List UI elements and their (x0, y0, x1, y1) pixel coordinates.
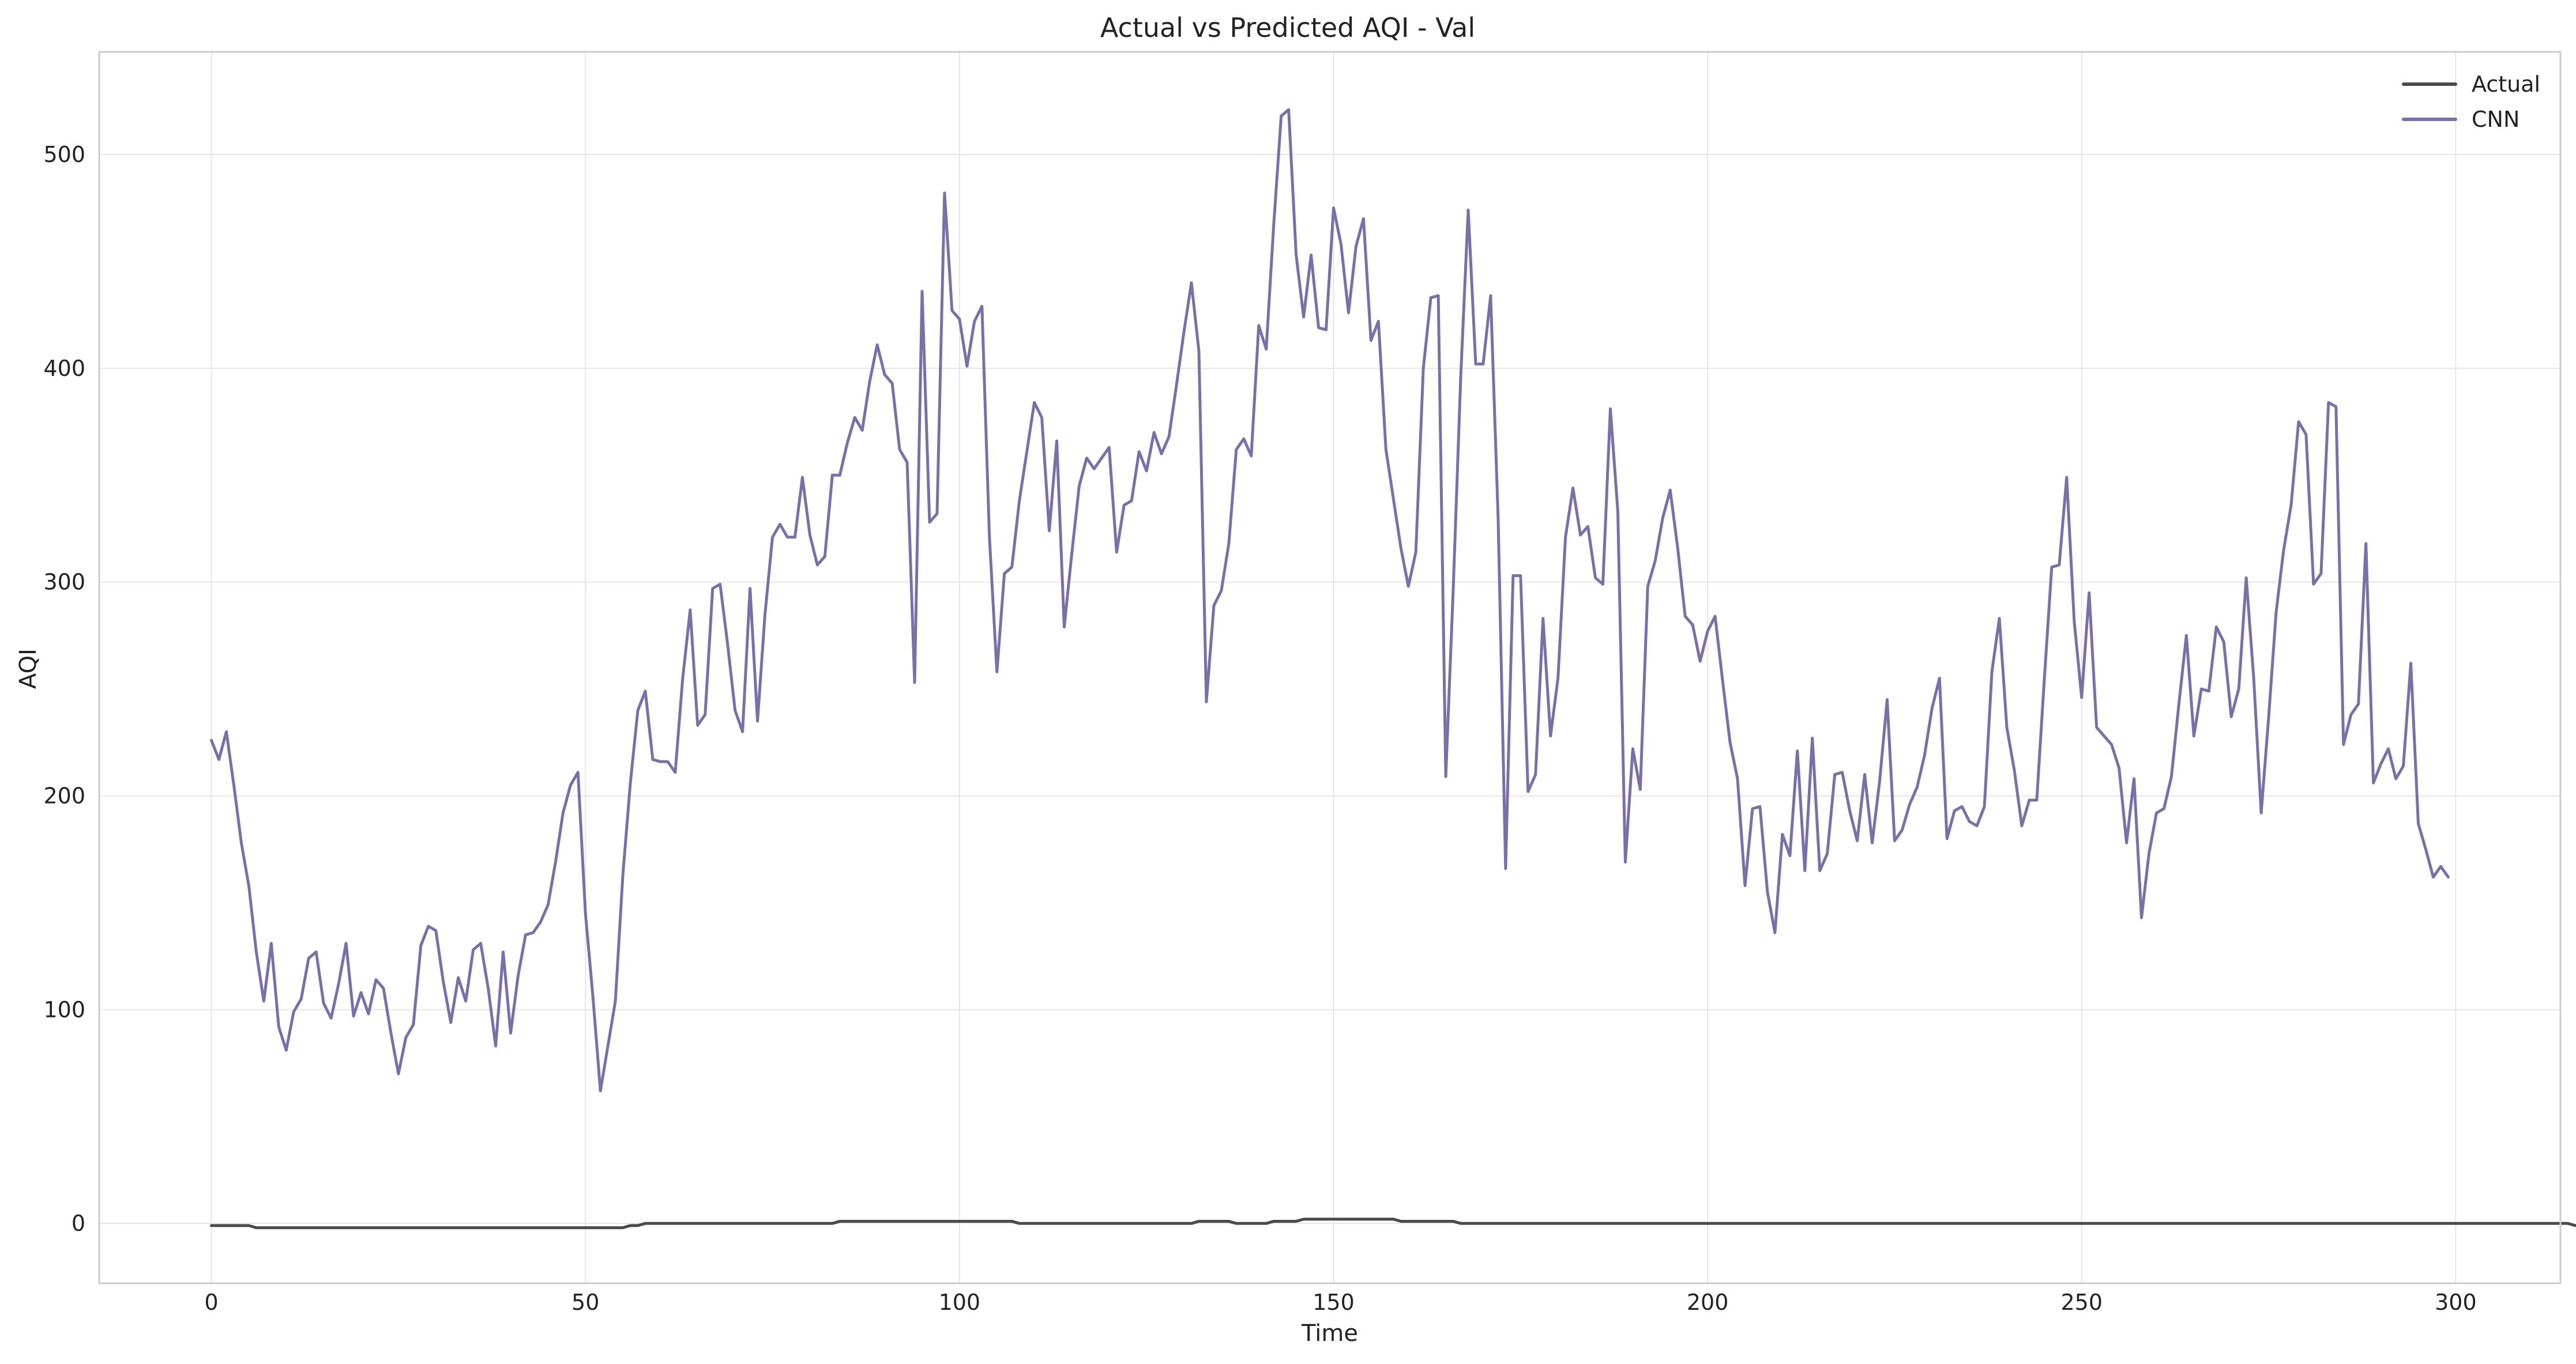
legend-label-actual: Actual (2472, 71, 2540, 97)
y-tick-label: 200 (43, 783, 85, 809)
legend: Actual CNN (2402, 71, 2540, 132)
y-tick-label: 300 (43, 570, 85, 595)
plot-frame (98, 51, 2562, 1284)
y-tick-label: 500 (43, 142, 85, 167)
y-axis-label: AQI (15, 649, 42, 689)
x-tick-label: 0 (204, 1290, 218, 1315)
x-axis-ticks: 0 50 100 150 200 250 300 (204, 1290, 2476, 1315)
x-axis-label: Time (1301, 1320, 1358, 1347)
chart-title: Actual vs Predicted AQI - Val (1100, 12, 1475, 43)
y-axis-ticks: 0 100 200 300 400 500 (43, 142, 85, 1236)
x-tick-label: 150 (1313, 1290, 1355, 1315)
series-line-actual (210, 1218, 2576, 1230)
y-tick-label: 100 (43, 997, 85, 1022)
x-tick-label: 50 (571, 1290, 599, 1315)
x-tick-label: 100 (939, 1290, 981, 1315)
legend-label-cnn: CNN (2472, 107, 2519, 132)
series-line-cnn (210, 108, 2450, 1092)
x-tick-label: 200 (1687, 1290, 1729, 1315)
series-lines (210, 108, 2576, 1230)
x-tick-label: 300 (2435, 1290, 2477, 1315)
y-tick-label: 0 (72, 1211, 85, 1236)
x-tick-label: 250 (2060, 1290, 2103, 1315)
y-tick-label: 400 (43, 356, 85, 381)
